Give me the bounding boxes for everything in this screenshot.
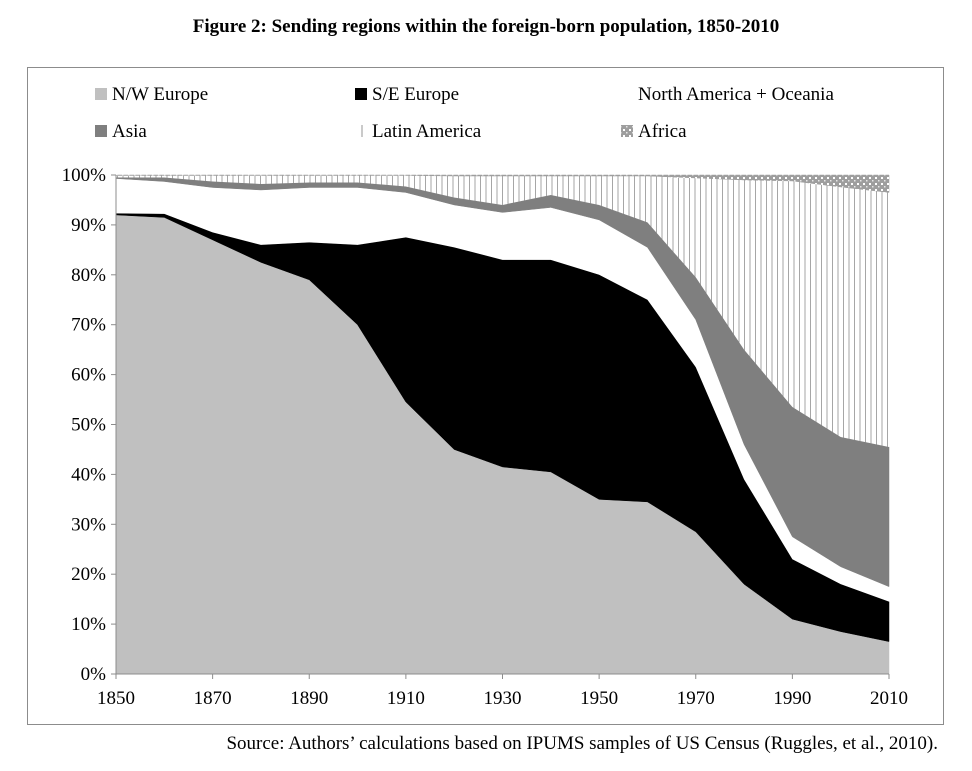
x-tick-label: 1850 — [97, 688, 135, 709]
x-tick-label: 1970 — [677, 688, 715, 709]
legend-item-asia: Asia — [95, 121, 147, 142]
stacked-area-chart: N/W Europe S/E Europe North America + Ocea… — [62, 84, 908, 709]
area-north-america-oceania — [116, 178, 889, 602]
legend-swatch — [621, 125, 633, 137]
legend-swatch — [95, 88, 107, 100]
legend-swatch — [355, 125, 367, 137]
y-tick-label: 90% — [71, 215, 106, 236]
legend-swatch — [95, 125, 107, 137]
legend-label: N/W Europe — [112, 84, 208, 105]
figure-title: Figure 2: Sending regions within the for… — [192, 16, 780, 37]
x-tick-label: 1950 — [580, 688, 618, 709]
legend-label: Africa — [638, 121, 687, 142]
x-tick-label: 2010 — [870, 688, 908, 709]
chart-frame: N/W Europe S/E Europe North America + Ocea… — [27, 67, 944, 725]
x-tick-label: 1910 — [387, 688, 425, 709]
legend-label: Latin America — [372, 121, 482, 142]
y-tick-label: 80% — [71, 265, 106, 286]
area-s-e-europe — [115, 213, 890, 642]
y-tick-label: 50% — [71, 415, 106, 436]
legend-swatch — [355, 88, 367, 100]
area-africa — [115, 174, 890, 193]
y-tick-label: 40% — [71, 464, 106, 485]
x-tick-label: 1930 — [484, 688, 522, 709]
x-tick-label: 1990 — [773, 688, 811, 709]
area-latin-america — [116, 175, 889, 447]
legend-item-n-w-europe: N/W Europe — [95, 84, 208, 105]
legend-item-north-america-oceania: North America + Oceania — [621, 84, 834, 105]
source-note: Source: Authors’ calculations based on I… — [226, 733, 938, 754]
y-tick-label: 30% — [71, 514, 106, 535]
legend-label: Asia — [112, 121, 147, 142]
y-tick-label: 10% — [71, 614, 106, 635]
y-tick-label: 0% — [81, 664, 107, 685]
axes: 0% 10% 20% 30% 40% 50% 60% 70% 80% 90% 100% 1850 187… — [62, 165, 908, 709]
y-tick-label: 60% — [71, 365, 106, 386]
legend-label: North America + Oceania — [638, 84, 834, 105]
legend: N/W Europe S/E Europe North America + Ocea… — [95, 84, 834, 142]
y-tick-label: 70% — [71, 315, 106, 336]
y-tick-label: 20% — [71, 564, 106, 585]
legend-item-s-e-europe: S/E Europe — [355, 84, 459, 105]
x-tick-label: 1890 — [290, 688, 328, 709]
legend-swatch — [621, 88, 633, 100]
legend-item-latin-america: Latin America — [355, 121, 482, 142]
legend-item-africa: Africa — [621, 121, 687, 142]
area-layers — [115, 174, 890, 675]
y-tick-label: 100% — [62, 165, 107, 186]
x-tick-label: 1870 — [194, 688, 232, 709]
legend-label: S/E Europe — [372, 84, 459, 105]
